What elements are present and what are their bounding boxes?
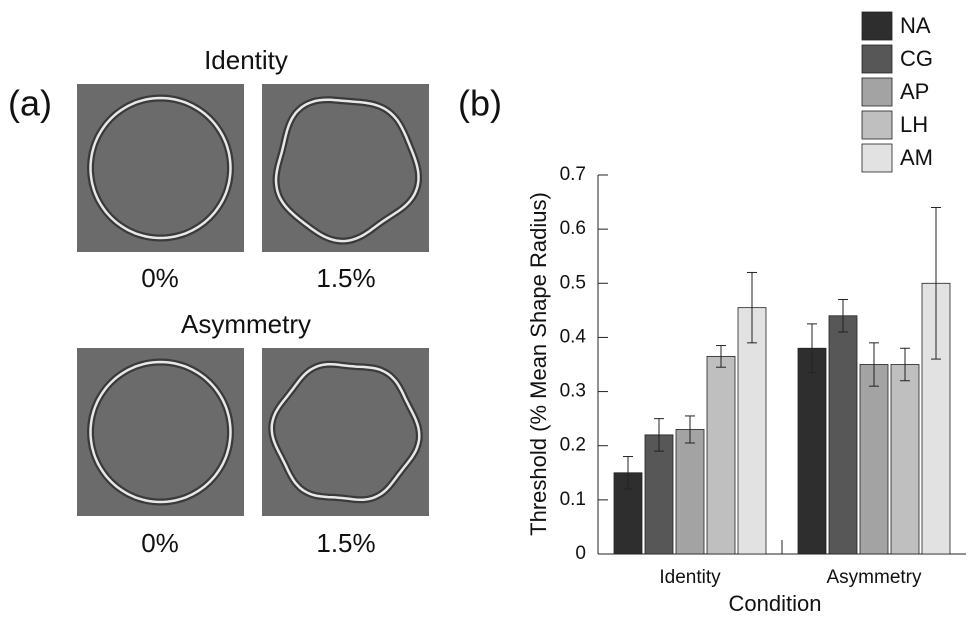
y-tick-label: 0.3 <box>560 381 586 402</box>
y-tick-label: 0.4 <box>560 326 587 347</box>
panel-label: (b) <box>458 83 502 124</box>
error-bar <box>869 342 879 387</box>
stimulus-background <box>77 348 244 516</box>
bar <box>859 364 889 555</box>
error-bar <box>931 206 941 360</box>
error-bar <box>807 323 817 374</box>
legend-label: AM <box>900 145 933 170</box>
legend-label: LH <box>900 112 928 137</box>
bar <box>675 429 705 555</box>
bar <box>737 307 767 555</box>
stimulus-background <box>262 348 429 516</box>
bar <box>797 347 827 555</box>
row-title: Asymmetry <box>181 309 311 339</box>
y-tick-label: 0.2 <box>560 435 586 456</box>
x-axis-title: Condition <box>729 591 822 616</box>
contour-light <box>274 98 420 243</box>
row-title: Identity <box>204 45 288 75</box>
caption: 0% <box>141 528 179 558</box>
error-bar <box>838 299 848 333</box>
error-bar <box>654 418 664 452</box>
contour-light <box>89 96 232 240</box>
y-tick-label: 0.6 <box>560 218 586 239</box>
legend-label: AP <box>900 79 929 104</box>
contour-light <box>89 360 232 504</box>
caption: 0% <box>141 263 179 293</box>
error-bar <box>623 456 633 490</box>
caption: 1.5% <box>316 528 375 558</box>
legend-label: CG <box>900 46 933 71</box>
legend-swatch <box>861 11 893 41</box>
x-tick-label: Identity <box>659 567 721 588</box>
y-tick-label: 0.7 <box>560 164 586 185</box>
error-bar <box>900 347 910 382</box>
bar <box>890 364 920 555</box>
bar <box>644 434 674 555</box>
y-tick-label: 0.5 <box>560 272 586 293</box>
error-bar <box>747 271 757 344</box>
error-bar <box>685 415 695 444</box>
y-tick-label: 0 <box>575 543 586 564</box>
legend-swatch <box>861 44 893 74</box>
legend-swatch <box>861 77 893 107</box>
stimulus-background <box>262 84 429 252</box>
legend-swatch <box>861 110 893 140</box>
bar <box>706 355 736 555</box>
stimulus-background <box>77 84 244 252</box>
caption: 1.5% <box>316 263 375 293</box>
contour-light <box>270 362 421 502</box>
error-bar <box>716 345 726 368</box>
panel-label: (a) <box>8 83 52 124</box>
legend-swatch <box>861 143 893 173</box>
y-axis-title: Threshold (% Mean Shape Radius) <box>526 192 551 536</box>
x-tick-label: Asymmetry <box>827 567 923 588</box>
bar <box>828 315 858 555</box>
stimuli <box>77 84 429 516</box>
legend-label: NA <box>900 13 931 38</box>
y-tick-label: 0.1 <box>560 489 586 510</box>
